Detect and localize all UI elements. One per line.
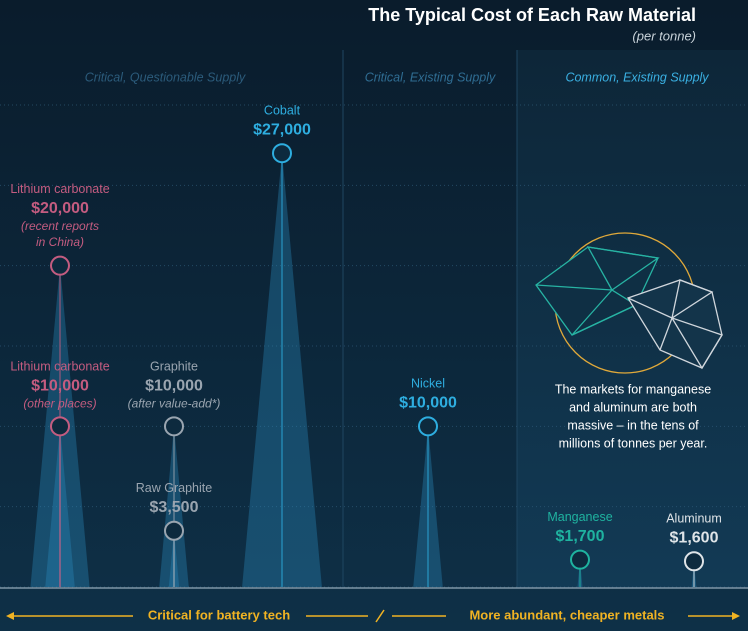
annotation: millions of tonnes per year. [559,436,708,450]
chart-subtitle: (per tonne) [632,28,696,43]
value-label: $10,000 [31,378,89,395]
point-marker [50,255,70,276]
point-name: Raw Graphite [136,481,212,495]
point-name: Aluminum [666,512,722,526]
section-label: Common, Existing Supply [565,70,709,84]
point-name: Lithium carbonate [10,360,109,374]
point-note: in China) [36,235,84,249]
footer-arrows [6,609,740,623]
point-note: (other places) [23,397,96,411]
point-marker [684,551,704,572]
annotation: and aluminum are both [569,400,697,414]
value-label: $20,000 [31,200,89,217]
value-label: $3,500 [150,499,199,516]
point-marker [570,549,590,570]
point-note: (after value-add*) [128,397,221,411]
point-name: Manganese [547,510,612,524]
point-note: (recent reports [21,219,99,233]
point-name: Nickel [411,377,445,391]
value-label: $27,000 [253,121,311,138]
value-label: $1,600 [670,530,719,547]
value-label: $1,700 [556,528,605,545]
value-label: $10,000 [399,395,457,412]
annotation: The markets for manganese [555,382,711,396]
point-marker [418,416,438,437]
illustration [535,232,723,374]
point-name: Graphite [150,360,198,374]
value-label: $10,000 [145,378,203,395]
point-marker [272,143,292,164]
point-marker [50,416,70,437]
annotation: massive – in the tens of [567,418,699,432]
point-marker [164,416,184,437]
footer-label: More abundant, cheaper metals [469,607,664,622]
point-name: Cobalt [264,103,301,117]
chart-title: The Typical Cost of Each Raw Material [368,5,696,25]
point-name: Lithium carbonate [10,182,109,196]
point-marker [164,520,184,541]
section-label: Critical, Existing Supply [365,70,496,84]
footer-label: Critical for battery tech [148,607,290,622]
section-label: Critical, Questionable Supply [85,70,246,84]
